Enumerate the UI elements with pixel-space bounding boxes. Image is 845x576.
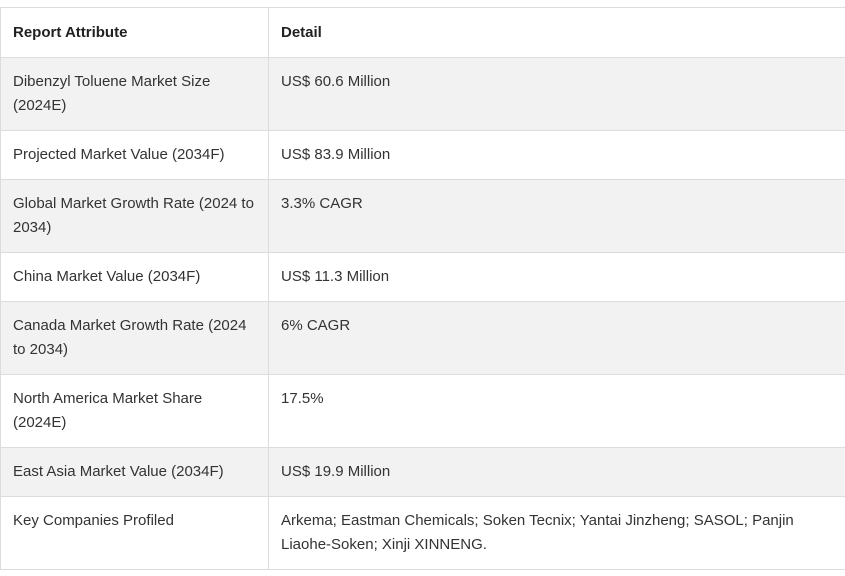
table-row: Key Companies Profiled Arkema; Eastman C… [0,496,845,570]
attribute-cell: East Asia Market Value (2034F) [0,447,269,497]
header-detail: Detail [268,7,845,58]
table-row: Projected Market Value (2034F) US$ 83.9 … [0,130,845,180]
detail-cell: US$ 19.9 Million [268,447,845,497]
report-attributes-table: Report Attribute Detail Dibenzyl Toluene… [0,7,845,570]
header-report-attribute: Report Attribute [0,7,269,58]
table-row: North America Market Share (2024E) 17.5% [0,374,845,448]
table-row: Canada Market Growth Rate (2024 to 2034)… [0,301,845,375]
detail-cell: US$ 60.6 Million [268,57,845,131]
attribute-cell: Projected Market Value (2034F) [0,130,269,180]
table-row: China Market Value (2034F) US$ 11.3 Mill… [0,252,845,302]
attribute-cell: North America Market Share (2024E) [0,374,269,448]
detail-cell: 3.3% CAGR [268,179,845,253]
attribute-cell: China Market Value (2034F) [0,252,269,302]
attribute-cell: Key Companies Profiled [0,496,269,570]
attribute-cell: Canada Market Growth Rate (2024 to 2034) [0,301,269,375]
detail-cell: US$ 83.9 Million [268,130,845,180]
detail-cell: 17.5% [268,374,845,448]
table-row: Dibenzyl Toluene Market Size (2024E) US$… [0,57,845,131]
detail-cell: 6% CAGR [268,301,845,375]
attribute-cell: Dibenzyl Toluene Market Size (2024E) [0,57,269,131]
report-attributes-table-container: Report Attribute Detail Dibenzyl Toluene… [0,7,845,570]
detail-cell: Arkema; Eastman Chemicals; Soken Tecnix;… [268,496,845,570]
detail-cell: US$ 11.3 Million [268,252,845,302]
table-header-row: Report Attribute Detail [0,7,845,58]
table-row: Global Market Growth Rate (2024 to 2034)… [0,179,845,253]
attribute-cell: Global Market Growth Rate (2024 to 2034) [0,179,269,253]
table-row: East Asia Market Value (2034F) US$ 19.9 … [0,447,845,497]
